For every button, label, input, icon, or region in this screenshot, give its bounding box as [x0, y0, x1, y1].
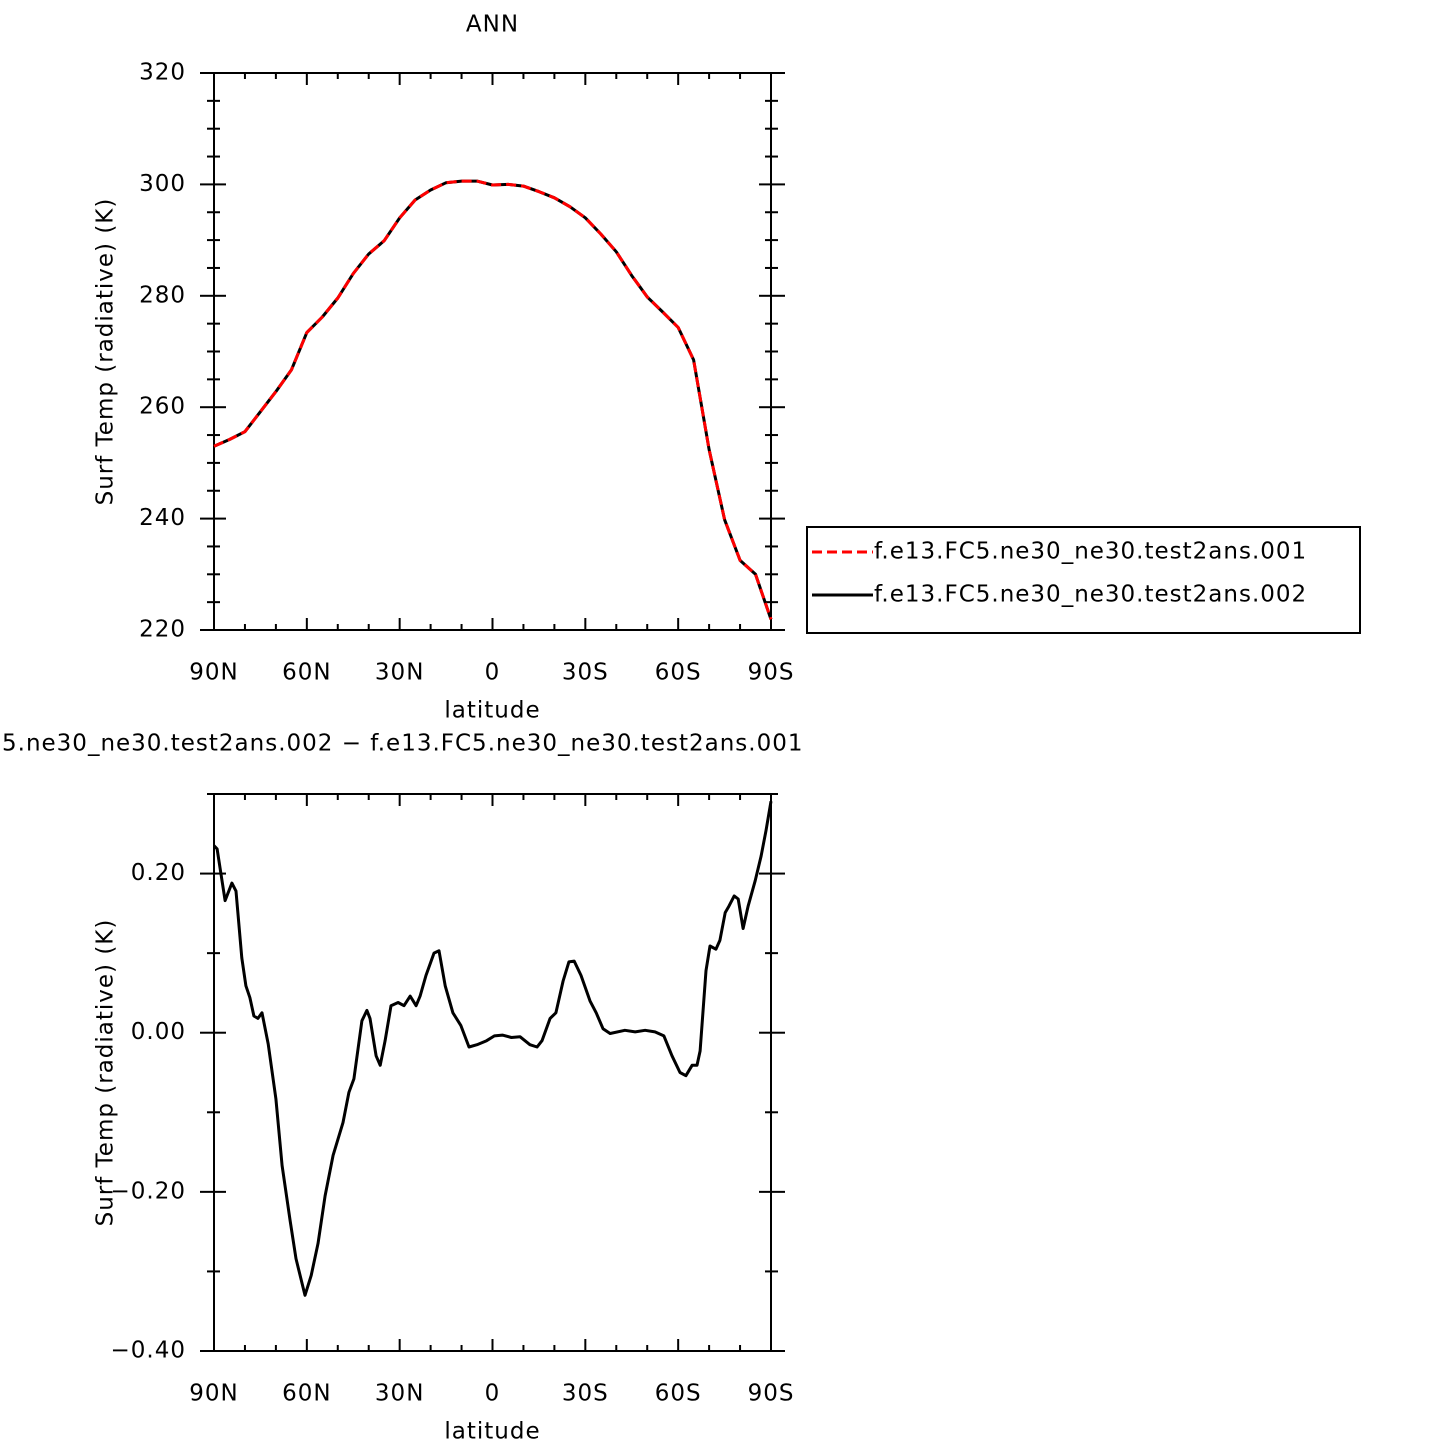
y-tick-label: 300 — [139, 171, 186, 197]
y-tick-label: 280 — [139, 282, 186, 308]
x-tick-label: 30N — [375, 1381, 424, 1407]
data-line — [212, 800, 773, 1297]
y-axis-label: Surf Temp (radiative) (K) — [93, 919, 119, 1227]
legend-label: f.e13.FC5.ne30_ne30.test2ans.001 — [874, 539, 1307, 565]
x-tick-label: 60N — [282, 660, 331, 686]
y-tick-label: −0.20 — [111, 1178, 186, 1204]
x-tick-label: 60S — [655, 660, 702, 686]
x-tick-label: 0 — [485, 660, 501, 686]
y-tick-label: 220 — [139, 617, 186, 643]
y-tick-label: 260 — [139, 394, 186, 420]
x-tick-label: 0 — [485, 1381, 501, 1407]
x-tick-label: 90N — [189, 660, 238, 686]
legend-box — [806, 526, 1361, 634]
x-tick-label: 30S — [562, 660, 609, 686]
y-tick-label: −0.40 — [111, 1338, 186, 1364]
y-tick-label: 0.20 — [131, 860, 186, 886]
x-axis-label: latitude — [444, 1419, 540, 1445]
x-tick-label: 60N — [282, 1381, 331, 1407]
data-line — [213, 179, 773, 620]
x-axis-label: latitude — [444, 698, 540, 724]
legend-label: f.e13.FC5.ne30_ne30.test2ans.002 — [874, 582, 1307, 608]
chart-title: ANN — [466, 12, 519, 38]
x-tick-label: 90S — [748, 660, 795, 686]
x-tick-label: 30N — [375, 660, 424, 686]
x-tick-label: 90N — [189, 1381, 238, 1407]
x-tick-label: 30S — [562, 1381, 609, 1407]
x-tick-label: 60S — [655, 1381, 702, 1407]
x-tick-label: 90S — [748, 1381, 795, 1407]
y-axis-label: Surf Temp (radiative) (K) — [93, 198, 119, 506]
chart-title: 5.ne30_ne30.test2ans.002 − f.e13.FC5.ne3… — [2, 731, 803, 757]
data-line — [213, 179, 773, 620]
y-tick-label: 320 — [139, 60, 186, 86]
y-tick-label: 240 — [139, 505, 186, 531]
y-tick-label: 0.00 — [131, 1019, 186, 1045]
